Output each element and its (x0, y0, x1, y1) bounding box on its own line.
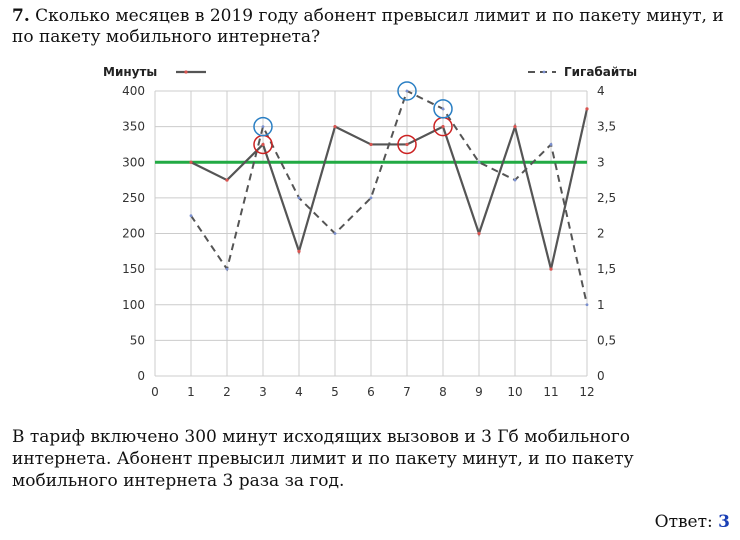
highlight-circle-minutes (397, 134, 417, 155)
y-left-tick-label: 400 (122, 84, 145, 98)
y-right-tick-label: 0,5 (597, 333, 616, 347)
point-minutes (369, 142, 373, 147)
legend-label-gigabytes: Гигабайты (564, 65, 637, 79)
point-gigabytes (441, 107, 445, 111)
point-minutes (585, 107, 589, 111)
x-tick-label: 11 (543, 385, 558, 399)
point-minutes (333, 125, 337, 129)
point-gigabytes (225, 267, 229, 271)
point-gigabytes (297, 196, 301, 200)
x-tick-label: 4 (295, 385, 303, 399)
y-left-tick-label: 200 (122, 227, 145, 241)
x-tick-label: 3 (259, 385, 267, 399)
y-left-tick-label: 300 (122, 155, 145, 169)
y-right-tick-label: 0 (597, 369, 605, 383)
x-tick-label: 8 (439, 385, 447, 399)
x-tick-label: 10 (507, 385, 522, 399)
point-minutes (405, 142, 409, 147)
answer-label: Ответ: (654, 512, 713, 532)
point-minutes (549, 267, 553, 271)
point-minutes (189, 160, 193, 164)
point-gigabytes (333, 232, 337, 235)
y-left-tick-label: 100 (122, 298, 145, 312)
y-right-tick-label: 1,5 (597, 262, 616, 276)
point-minutes (225, 178, 229, 182)
point-gigabytes (261, 125, 265, 129)
highlight-circles (253, 81, 453, 155)
answer: Ответ: 3 (655, 512, 730, 532)
point-gigabytes (369, 196, 373, 200)
explanation: В тариф включено 300 минут исходящих выз… (12, 427, 634, 491)
x-tick-label: 5 (331, 385, 339, 399)
highlight-circle-gigabytes (433, 99, 453, 119)
point-gigabytes (189, 214, 193, 218)
point-gigabytes (549, 143, 553, 146)
point-gigabytes (477, 160, 481, 164)
point-minutes (261, 142, 265, 147)
point-minutes (477, 231, 481, 236)
legend: Минуты Гигабайты (103, 65, 637, 79)
y-right-tick-label: 2 (597, 227, 605, 241)
legend-label-minutes: Минуты (103, 65, 157, 79)
x-tick-label: 2 (223, 385, 231, 399)
legend-marker-minutes (184, 70, 188, 74)
y-right-tick-label: 3 (597, 155, 605, 169)
highlight-circle-gigabytes (397, 81, 417, 101)
point-gigabytes (513, 178, 517, 182)
point-gigabytes (405, 89, 409, 93)
point-minutes (297, 249, 301, 253)
y-right-tick-label: 4 (597, 84, 605, 98)
y-left-tick-label: 150 (122, 262, 145, 276)
question-text: Сколько месяцев в 2019 году абонент прев… (12, 6, 724, 47)
point-gigabytes (585, 303, 589, 307)
grid (154, 90, 588, 377)
x-tick-label: 7 (403, 385, 411, 399)
question: 7. Сколько месяцев в 2019 году абонент п… (12, 6, 732, 48)
question-number: 7. (12, 6, 30, 26)
point-minutes (513, 125, 517, 129)
highlight-circle-gigabytes (253, 116, 273, 137)
y-right-tick-label: 2,5 (597, 191, 616, 205)
x-tick-label: 0 (151, 385, 159, 399)
y-right-tick-label: 3,5 (597, 120, 616, 134)
x-tick-label: 12 (579, 385, 594, 399)
legend-marker-gigabytes (542, 70, 546, 74)
answer-value: 3 (718, 512, 730, 532)
y-left-tick-label: 350 (122, 120, 145, 134)
point-minutes (441, 125, 445, 129)
x-tick-label: 6 (367, 385, 375, 399)
y-left-tick-label: 250 (122, 191, 145, 205)
y-left-tick-label: 50 (130, 333, 145, 347)
x-tick-label: 9 (475, 385, 483, 399)
series-line-minutes (190, 108, 589, 270)
y-right-tick-label: 1 (597, 298, 605, 312)
y-left-tick-label: 0 (137, 369, 145, 383)
x-tick-label: 1 (187, 385, 195, 399)
